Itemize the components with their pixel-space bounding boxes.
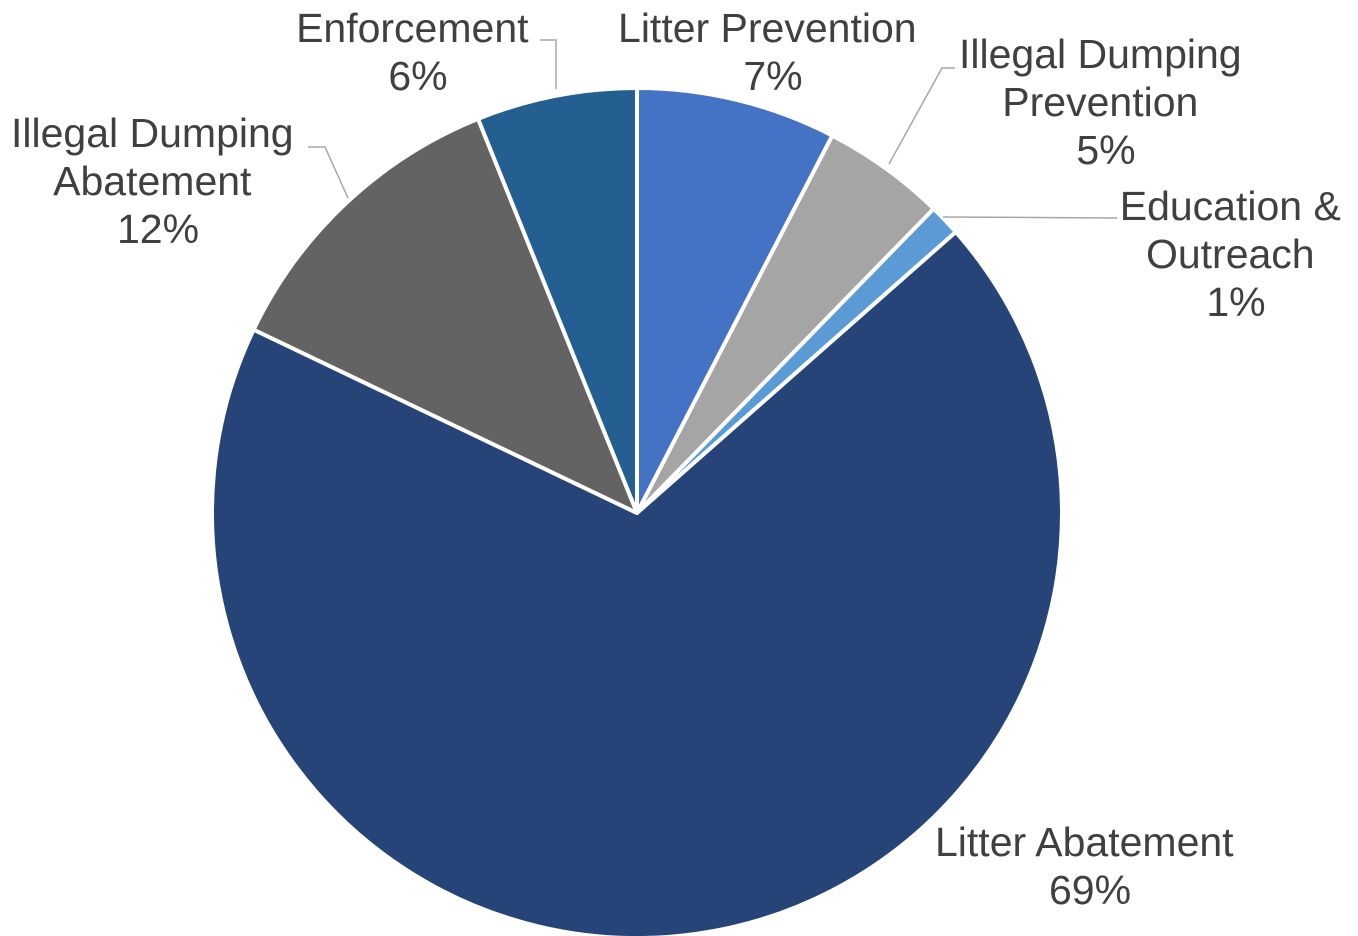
data-label-illegal-dumping-prevention: Illegal Dumping Prevention 5% — [959, 31, 1253, 173]
data-labels: Enforcement 6% Litter Prevention 7% Ille… — [11, 5, 1353, 913]
leader-line-enforcement — [540, 39, 557, 89]
data-label-litter-prevention: Litter Prevention 7% — [618, 5, 928, 99]
pie-slice-litter-prevention — [635, 86, 835, 515]
leader-line-education-outreach — [942, 216, 1118, 219]
leader-lines — [308, 39, 1118, 219]
data-label-illegal-dumping-abatement: Illegal Dumping Abatement 12% — [11, 110, 305, 252]
leader-line-illegal-dumping-prevention — [888, 67, 955, 165]
pie-slices — [210, 86, 1064, 936]
data-label-education-outreach: Education & Outreach 1% — [1120, 183, 1353, 325]
pie-slice-enforcement — [476, 86, 639, 515]
pie-slice-illegal-dumping-abatement — [251, 116, 639, 515]
leader-line-illegal-dumping-abatement — [308, 146, 349, 199]
pie-slice-litter-abatement — [210, 229, 1064, 936]
data-label-litter-abatement: Litter Abatement 69% — [935, 819, 1245, 913]
data-label-enforcement: Enforcement 6% — [296, 5, 540, 99]
